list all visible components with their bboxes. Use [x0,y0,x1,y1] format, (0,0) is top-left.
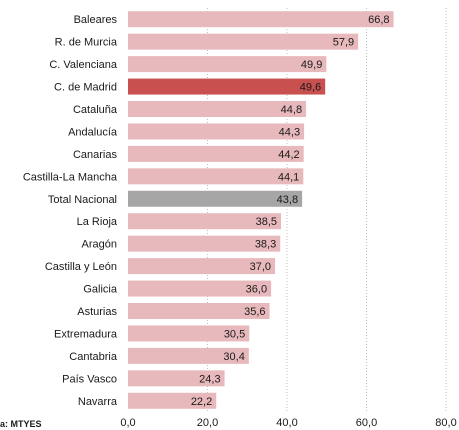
bar [128,303,270,319]
value-label: 44,8 [281,104,302,116]
bars [128,11,394,409]
category-label: Aragón [82,239,117,251]
bar [128,101,307,117]
value-label: 44,3 [279,126,300,138]
bar [128,33,359,50]
value-label: 35,6 [244,306,265,318]
category-label: Cantabria [69,351,118,363]
bar [128,392,217,409]
x-axis-ticks: 0,0 20,0 40,0 60,0 80,0 [120,417,456,429]
category-label: Baleares [74,14,118,26]
x-tick-label: 80,0 [435,417,456,429]
value-label: 49,6 [300,82,321,94]
bar [128,11,394,28]
bar [128,213,282,230]
category-label: Andalucía [68,126,118,138]
category-label: C. Valenciana [49,59,118,71]
value-label: 22,2 [191,396,212,408]
value-label: 44,2 [278,149,299,161]
value-label: 37,0 [250,261,271,273]
value-label: 38,3 [255,239,276,251]
category-label: Asturias [77,306,117,318]
category-label: La Rioja [77,216,118,228]
x-tick-label: 60,0 [356,417,377,429]
bar [128,190,303,207]
category-labels: Baleares R. de Murcia C. Valenciana C. de M… [23,14,118,408]
bar [128,280,272,297]
x-tick-label: 0,0 [120,417,135,429]
category-label: Cataluña [73,104,118,116]
value-label: 30,4 [223,351,244,363]
bar [128,145,304,162]
category-label: Castilla-La Mancha [23,171,118,183]
category-label: Castilla y León [45,261,117,273]
value-label: 66,8 [368,14,389,26]
source-note: a: MTYES [0,419,42,429]
category-label: Extremadura [54,328,118,340]
bar [128,78,326,95]
category-label: Canarias [73,149,118,161]
bar [128,347,249,364]
value-label: 24,3 [199,373,220,385]
grid-lines [207,8,447,412]
value-label: 36,0 [246,284,267,296]
bar [128,235,281,252]
category-label: R. de Murcia [55,37,118,49]
bar [128,56,327,73]
category-label: C. de Madrid [54,82,117,94]
category-label: Navarra [78,396,118,408]
category-label: Total Nacional [48,194,117,206]
x-tick-label: 20,0 [197,417,218,429]
bar [128,258,276,275]
bar [128,123,305,140]
bar [128,370,225,387]
value-labels: 66,8 57,9 49,9 49,6 44,8 44,3 44,2 44,1 43,838,5… [191,14,390,408]
value-label: 38,5 [256,216,277,228]
value-label: 43,8 [277,194,298,206]
value-label: 49,9 [301,59,322,71]
value-label: 44,1 [278,171,299,183]
category-label: País Vasco [62,373,117,385]
category-label: Galicia [83,284,118,296]
value-label: 57,9 [333,37,354,49]
x-tick-label: 40,0 [276,417,297,429]
value-label: 30,5 [224,328,245,340]
bar [128,168,304,185]
bar [128,325,250,342]
